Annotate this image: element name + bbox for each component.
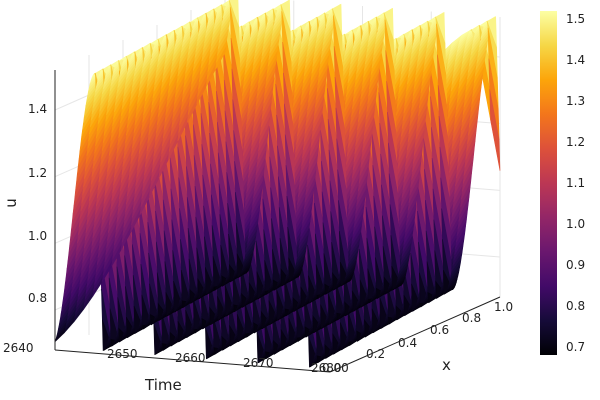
surface-layer <box>54 0 501 368</box>
